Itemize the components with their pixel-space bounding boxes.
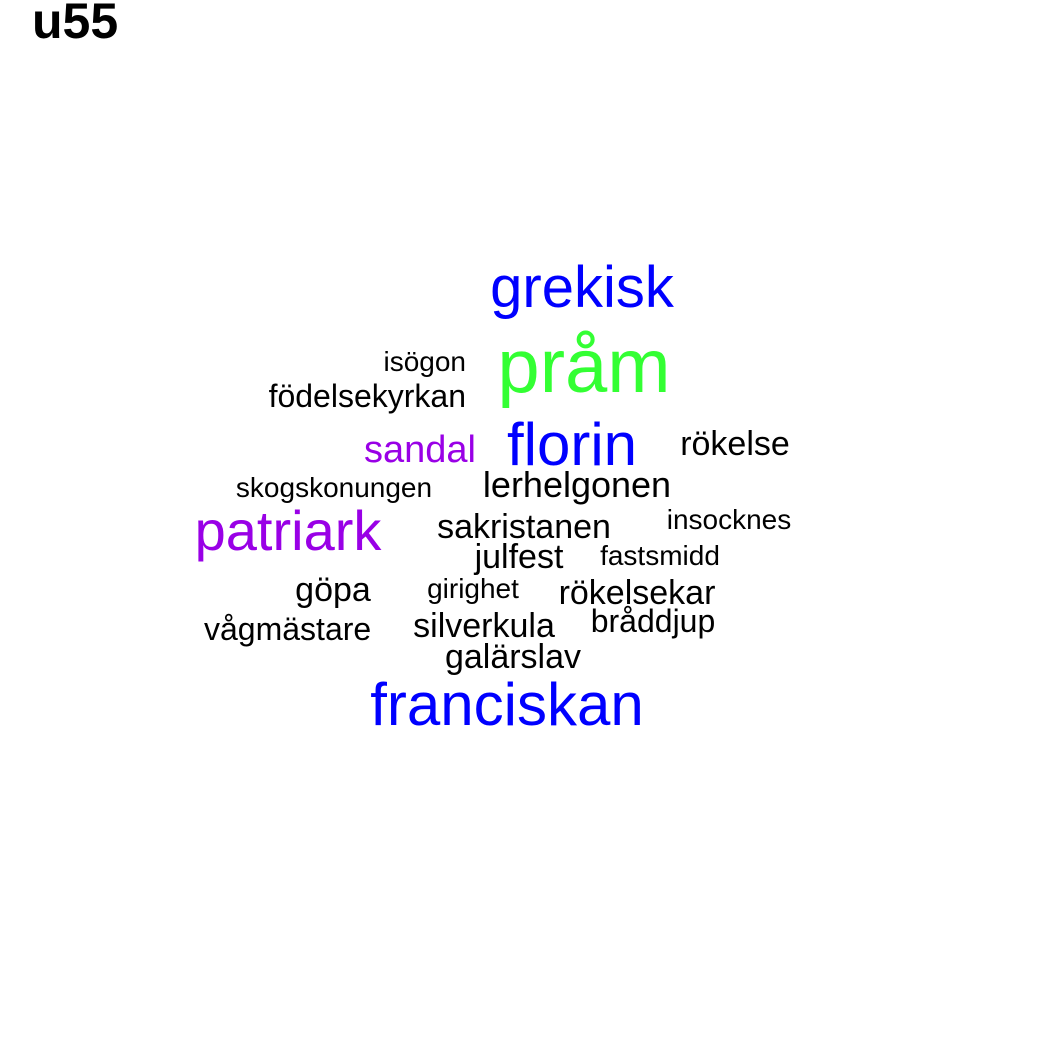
cloud-word: galärslav bbox=[445, 638, 581, 676]
cloud-word: silverkula bbox=[413, 607, 555, 645]
cloud-word: insocknes bbox=[667, 504, 792, 535]
cloud-word: skogskonungen bbox=[236, 472, 432, 503]
cloud-word: vågmästare bbox=[204, 611, 371, 647]
cloud-word: sakristanen bbox=[437, 508, 611, 546]
cloud-word: bråddjup bbox=[591, 603, 716, 639]
cloud-word: sandal bbox=[364, 429, 476, 471]
cloud-word: julfest bbox=[474, 538, 564, 576]
cloud-word: isögon bbox=[383, 346, 466, 377]
cloud-word: fastsmidd bbox=[600, 540, 720, 571]
page-title: u55 bbox=[32, 0, 119, 49]
cloud-word: födelsekyrkan bbox=[269, 378, 466, 414]
cloud-word: grekisk bbox=[490, 255, 675, 320]
cloud-word: pråm bbox=[497, 324, 670, 409]
cloud-word: lerhelgonen bbox=[483, 464, 671, 505]
cloud-word: göpa bbox=[295, 571, 371, 609]
cloud-word: girighet bbox=[427, 573, 519, 604]
cloud-word: franciskan bbox=[370, 671, 643, 738]
cloud-word: florin bbox=[507, 411, 637, 478]
cloud-word: rökelse bbox=[680, 425, 790, 463]
cloud-word: rökelsekar bbox=[559, 574, 716, 612]
cloud-word: patriark bbox=[195, 499, 383, 562]
